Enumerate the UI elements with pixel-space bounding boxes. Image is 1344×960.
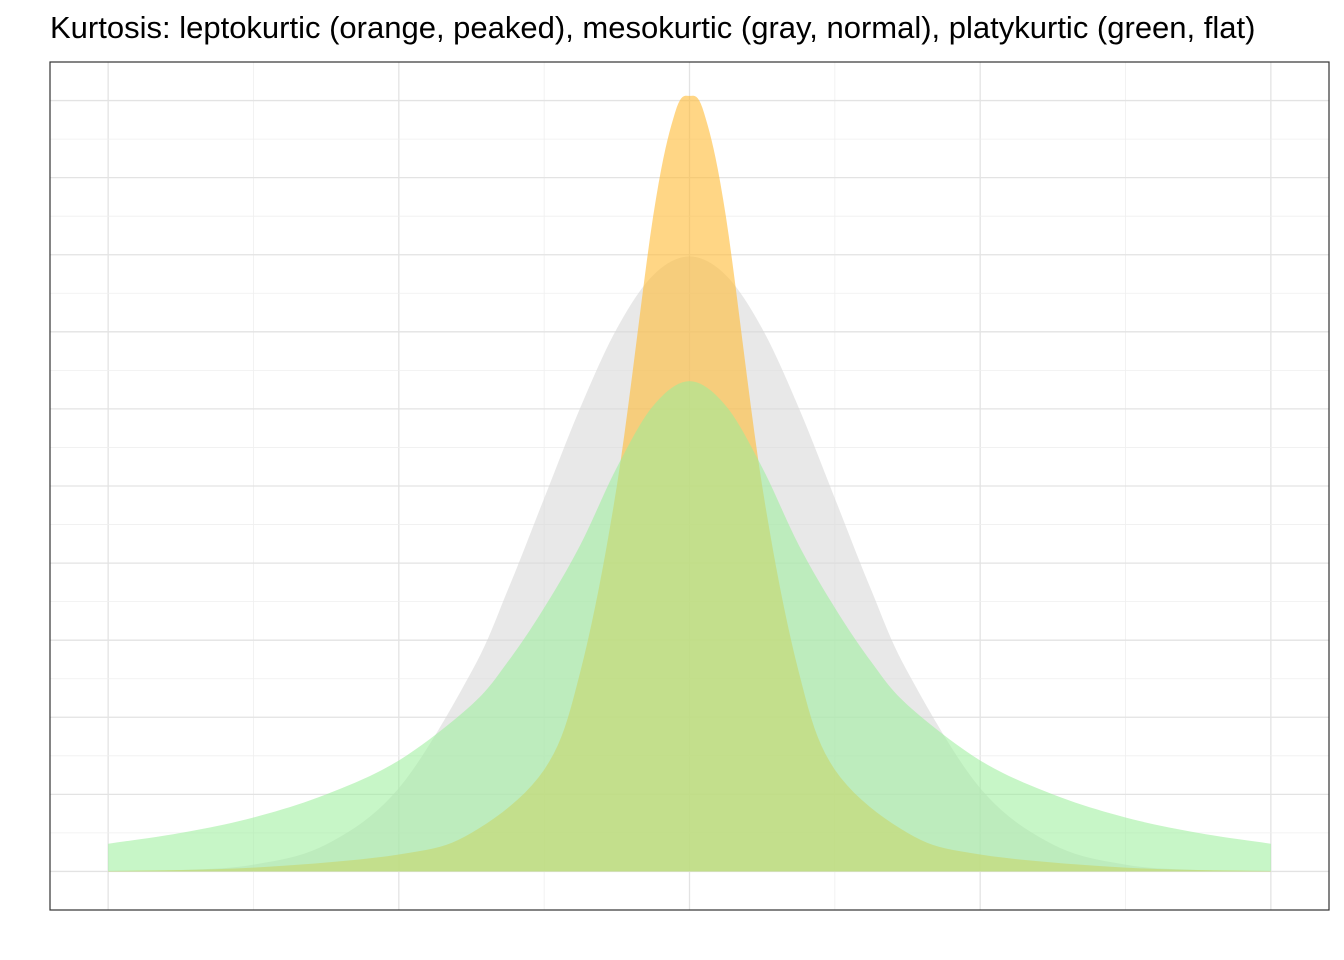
density-area-platykurtic bbox=[108, 381, 1271, 872]
density-areas bbox=[108, 95, 1271, 872]
plot-border bbox=[49, 61, 1330, 911]
chart-title: Kurtosis: leptokurtic (orange, peaked), … bbox=[50, 10, 1256, 45]
